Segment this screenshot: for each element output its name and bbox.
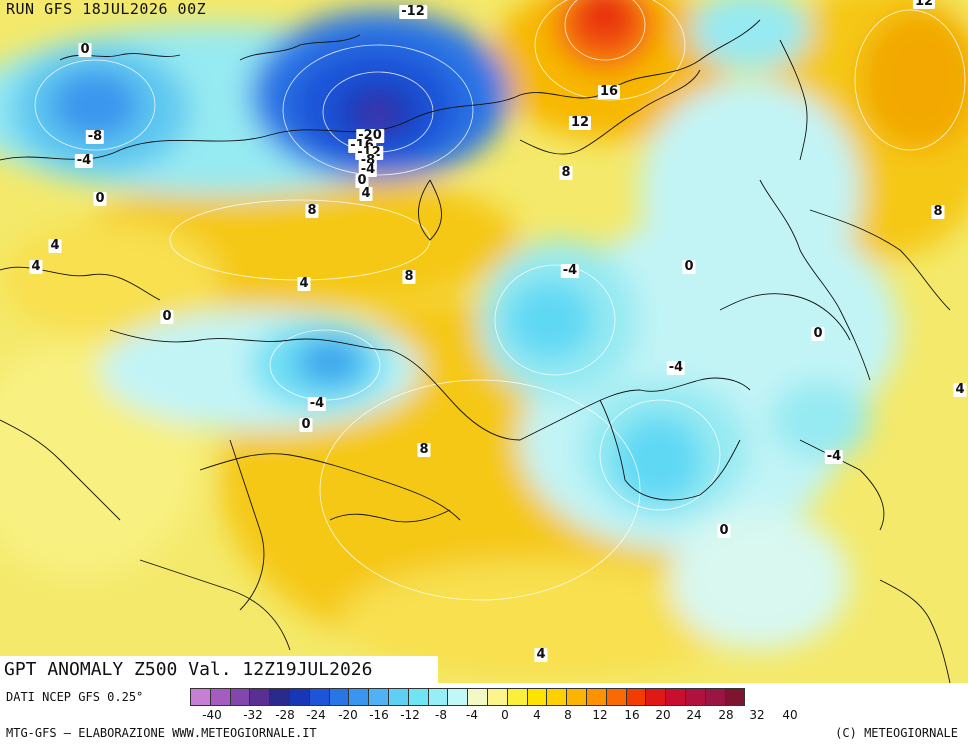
colorbar-swatch — [605, 688, 627, 706]
contour-value-label: 4 — [953, 382, 967, 397]
map-title: GPT ANOMALY Z500 Val. 12Z19JUL2026 — [0, 656, 438, 683]
contour-value-label: 0 — [355, 173, 369, 188]
colorbar-tick-label: 4 — [533, 708, 541, 722]
colorbar-tick-label: -16 — [369, 708, 389, 722]
contour-value-label: -4 — [824, 449, 844, 464]
contour-value-label: 8 — [931, 204, 945, 219]
contour-value-label: -12 — [399, 4, 427, 19]
contour-value-label: 8 — [305, 203, 319, 218]
colorbar-swatch — [368, 688, 389, 706]
credit-text: MTG-GFS — ELABORAZIONE WWW.METEOGIORNALE… — [6, 726, 317, 740]
contour-value-label: -4 — [666, 360, 686, 375]
contour-value-label: 8 — [402, 269, 416, 284]
colorbar-swatch — [467, 688, 488, 706]
colorbar-swatch — [308, 688, 330, 706]
colorbar-tick-label: 28 — [718, 708, 734, 722]
contour-value-label: -4 — [560, 263, 580, 278]
colorbar-swatch — [209, 688, 231, 706]
contour-value-label: 4 — [359, 186, 373, 201]
colorbar-tick-label: 32 — [749, 708, 765, 722]
colorbar — [190, 688, 746, 706]
colorbar-swatch — [625, 688, 647, 706]
contour-value-label: 0 — [811, 326, 825, 341]
contour-value-label: 4 — [29, 259, 43, 274]
colorbar-swatch — [506, 688, 528, 706]
data-source: DATI NCEP GFS 0.25° — [6, 690, 144, 704]
colorbar-swatch — [526, 688, 548, 706]
contour-value-label: 0 — [682, 259, 696, 274]
colorbar-swatch — [229, 688, 251, 706]
contour-value-label: -4 — [358, 162, 378, 177]
colorbar-swatch — [348, 688, 370, 706]
colorbar-tick-label: -24 — [306, 708, 326, 722]
contour-value-label: 4 — [48, 238, 62, 253]
colorbar-swatch — [585, 688, 607, 706]
contour-value-label: -8 — [85, 129, 105, 144]
colorbar-tick-label: -20 — [338, 708, 358, 722]
colorbar-tick-label: 24 — [686, 708, 702, 722]
colorbar-swatch — [546, 688, 568, 706]
colorbar-swatch — [704, 688, 726, 706]
colorbar-swatch — [249, 688, 271, 706]
contour-value-label: 16 — [597, 84, 621, 99]
copyright-text: (C) METEOGIORNALE — [835, 726, 958, 740]
contour-value-label: 4 — [297, 276, 311, 291]
map-panel — [0, 0, 968, 683]
colorbar-swatch — [190, 688, 211, 706]
colorbar-tick-label: -32 — [243, 708, 263, 722]
colorbar-tick-label: -40 — [202, 708, 222, 722]
colorbar-swatch — [566, 688, 587, 706]
colorbar-swatch — [645, 688, 667, 706]
colorbar-swatch — [665, 688, 686, 706]
colorbar-tick-label: 12 — [592, 708, 608, 722]
colorbar-tick-label: -8 — [435, 708, 447, 722]
colorbar-tick-label: 40 — [782, 708, 798, 722]
colorbar-tick-label: 0 — [501, 708, 509, 722]
contour-value-label: 0 — [299, 417, 313, 432]
contour-value-label: 8 — [559, 165, 573, 180]
colorbar-swatch — [684, 688, 706, 706]
colorbar-tick-label: 20 — [655, 708, 671, 722]
contour-value-label: 0 — [78, 42, 92, 57]
colorbar-swatch — [724, 688, 746, 706]
contour-value-label: 12 — [912, 0, 936, 9]
colorbar-swatch — [407, 688, 429, 706]
colorbar-swatch — [486, 688, 508, 706]
contour-value-label: 0 — [93, 191, 107, 206]
contour-value-label: 0 — [160, 309, 174, 324]
contour-value-label: -4 — [307, 396, 327, 411]
colorbar-tick-label: -28 — [275, 708, 295, 722]
run-label: RUN GFS 18JUL2026 00Z — [6, 0, 207, 18]
colorbar-tick-label: 16 — [624, 708, 640, 722]
colorbar-tick-label: -12 — [400, 708, 420, 722]
contour-value-label: 8 — [417, 442, 431, 457]
colorbar-swatch — [328, 688, 350, 706]
contour-value-label: 4 — [534, 647, 548, 662]
contour-value-label: -4 — [74, 153, 94, 168]
colorbar-tick-label: 8 — [564, 708, 572, 722]
anomaly-map — [0, 0, 968, 683]
contour-value-label: 0 — [717, 523, 731, 538]
contour-value-label: 12 — [568, 115, 592, 130]
colorbar-tick-label: -4 — [466, 708, 478, 722]
colorbar-swatch — [288, 688, 310, 706]
colorbar-swatch — [269, 688, 290, 706]
colorbar-swatch — [427, 688, 449, 706]
colorbar-swatch — [387, 688, 409, 706]
colorbar-swatch — [447, 688, 469, 706]
